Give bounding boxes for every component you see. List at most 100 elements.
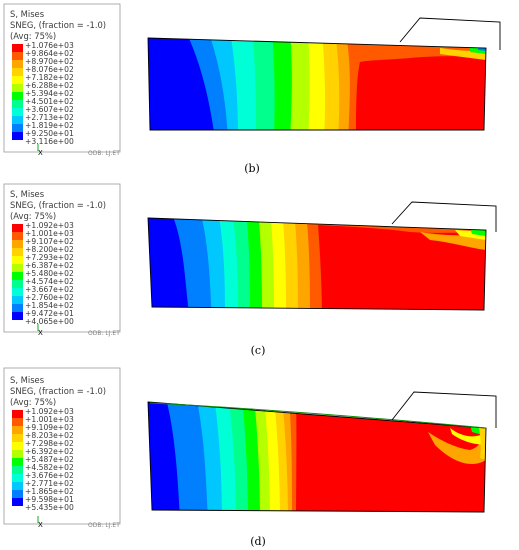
legend-value-label: +8.076e+02 [25, 65, 74, 74]
legend-swatch [12, 442, 23, 450]
mesh-outline [147, 401, 487, 513]
legend-value-label: +1.076e+03 [25, 41, 74, 50]
legend-swatch [12, 248, 23, 256]
legend-swatches [12, 224, 23, 320]
legend-swatch [12, 426, 23, 434]
legend-swatches [12, 44, 23, 140]
legend-avg: (Avg: 75%) [10, 397, 56, 407]
legend-swatch [12, 410, 23, 418]
legend-value-label: +8.970e+02 [25, 57, 74, 66]
legend-frame [3, 367, 121, 525]
contour-plot-c [148, 218, 486, 310]
legend-swatch [12, 466, 23, 474]
legend-swatch [12, 474, 23, 482]
legend-swatch [12, 60, 23, 68]
legend-swatch [12, 458, 23, 466]
legend-swatch [12, 418, 23, 426]
legend-swatch [12, 288, 23, 296]
legend-swatch [12, 84, 23, 92]
legend-value-label: +6.387e+02 [25, 261, 74, 270]
legend-subtitle: SNEG, (fraction = -1.0) [10, 386, 106, 396]
legend-value-label: +5.435e+00 [25, 503, 74, 512]
legend-value-label: +1.092e+03 [25, 221, 74, 230]
legend-value-label: +5.394e+02 [25, 89, 74, 98]
legend-value-label: +6.288e+02 [25, 81, 74, 90]
legend-swatch [12, 296, 23, 304]
legend-value-label: +9.109e+02 [25, 423, 74, 432]
legend-value-label: +9.107e+02 [25, 237, 74, 246]
legend-value-label: +9.864e+02 [25, 49, 74, 58]
legend-swatch [12, 68, 23, 76]
caption-c: (c) [251, 344, 266, 357]
legend-value-label: +8.203e+02 [25, 431, 74, 440]
svg-text:X: X [38, 329, 43, 337]
legend-swatch [12, 450, 23, 458]
legend-swatch [12, 498, 23, 506]
odb-label-cut: ODB: LJ.ET [88, 522, 120, 529]
legend-title: S, Mises [10, 9, 44, 19]
legend-swatch [12, 132, 23, 140]
legend-value-label: +7.293e+02 [25, 253, 74, 262]
legend-swatch [12, 272, 23, 280]
legend-title: S, Mises [10, 375, 44, 385]
legend-value-label: +8.200e+02 [25, 245, 74, 254]
legend-swatch [12, 92, 23, 100]
legend-swatch [12, 224, 23, 232]
legend-value-label: +9.598e+01 [25, 495, 74, 504]
mesh-outline [147, 37, 487, 131]
legend-swatch [12, 434, 23, 442]
odb-label-cut: ODB: LJ.ET [88, 330, 120, 337]
odb-label-cut: ODB: LJ.ET [88, 150, 120, 157]
mesh-outline [147, 217, 487, 311]
legend-swatch [12, 482, 23, 490]
legend-value-label: +4.501e+02 [25, 97, 74, 106]
legend-labels: +1.076e+03+9.864e+02+8.970e+02+8.076e+02… [25, 41, 74, 146]
legend-swatch [12, 124, 23, 132]
legend-swatch [12, 100, 23, 108]
legend-value-label: +7.182e+02 [25, 73, 74, 82]
legend-value-label: +4.574e+02 [25, 277, 74, 286]
legend-value-label: +1.865e+02 [25, 487, 74, 496]
legend-value-label: +5.487e+02 [25, 455, 74, 464]
legend-swatch [12, 52, 23, 60]
legend-frame [3, 183, 121, 333]
legend-avg: (Avg: 75%) [10, 31, 56, 41]
legend-value-label: +3.607e+02 [25, 105, 74, 114]
legend-value-label: +1.819e+02 [25, 121, 74, 130]
legend-value-label: +1.092e+03 [25, 407, 74, 416]
legend-value-label: +7.298e+02 [25, 439, 74, 448]
legend-swatch [12, 490, 23, 498]
caption-b: (b) [244, 162, 260, 175]
tool-outline [391, 391, 497, 428]
legend-swatch [12, 76, 23, 84]
legend-swatch [12, 304, 23, 312]
legend-labels: +1.092e+03+1.001e+03+9.109e+02+8.203e+02… [25, 407, 74, 512]
tool-outline [399, 17, 501, 50]
legend-value-label: +2.760e+02 [25, 293, 74, 302]
legend-labels: +1.092e+03+1.001e+03+9.107e+02+8.200e+02… [25, 221, 74, 326]
legend-avg: (Avg: 75%) [10, 211, 56, 221]
legend-swatch [12, 116, 23, 124]
legend-value-label: +4.582e+02 [25, 463, 74, 472]
svg-text:X: X [38, 149, 43, 157]
top-edge-strip [149, 402, 487, 429]
legend-swatch [12, 240, 23, 248]
axis-triad-icon: X [37, 324, 43, 337]
axis-triad-icon: X [37, 516, 43, 529]
panel-b: S, Mises SNEG, (fraction = -1.0) (Avg: 7… [3, 3, 501, 175]
legend-swatches [12, 410, 23, 506]
legend-swatch [12, 264, 23, 272]
legend-value-label: +2.771e+02 [25, 479, 74, 488]
legend-value-label: +4.065e+00 [25, 317, 74, 326]
panel-d: S, Mises SNEG, (fraction = -1.0) (Avg: 7… [3, 367, 497, 548]
legend-value-label: +1.001e+03 [25, 415, 74, 424]
panel-c: S, Mises SNEG, (fraction = -1.0) (Avg: 7… [3, 183, 497, 357]
legend-subtitle: SNEG, (fraction = -1.0) [10, 20, 106, 30]
legend-value-label: +2.713e+02 [25, 113, 74, 122]
legend-title: S, Mises [10, 189, 44, 199]
legend-subtitle: SNEG, (fraction = -1.0) [10, 200, 106, 210]
legend-value-label: +3.667e+02 [25, 285, 74, 294]
legend-swatch [12, 280, 23, 288]
tool-outline [391, 201, 497, 232]
svg-text:X: X [38, 521, 43, 529]
